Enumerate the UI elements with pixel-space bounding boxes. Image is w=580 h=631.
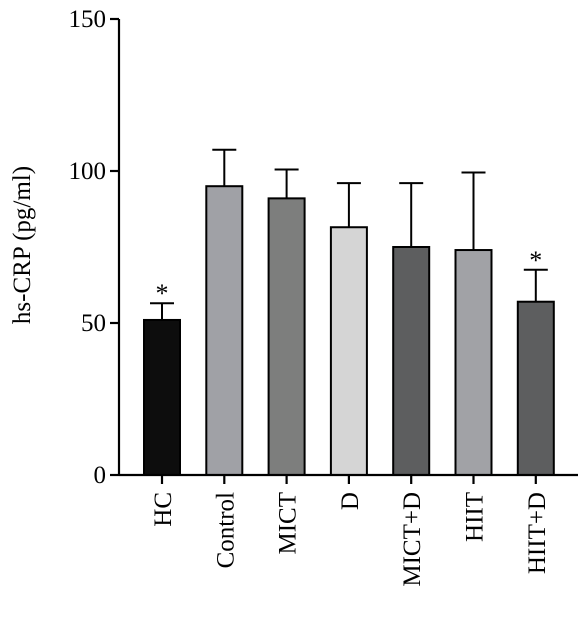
significance-marker-hc: * xyxy=(156,279,169,308)
significance-marker-hiit-d: * xyxy=(529,246,542,275)
significance-markers: ** xyxy=(156,246,543,308)
x-tick-label-mict-d: MICT+D xyxy=(399,492,426,587)
y-axis-title: hs-CRP (pg/ml) xyxy=(9,166,36,324)
bar-mict xyxy=(267,197,306,477)
y-tick-label-0: 0 xyxy=(94,462,107,489)
bar-hiit-d xyxy=(516,300,555,476)
bar-hc xyxy=(143,318,181,476)
error-bars xyxy=(150,148,548,320)
x-tick-label-hiit: HIIT xyxy=(462,492,489,542)
x-tick-label-d: D xyxy=(337,492,364,510)
bar-control xyxy=(205,185,244,476)
y-tick-label-150: 150 xyxy=(69,6,107,33)
bar-hiit xyxy=(454,249,493,476)
bar-mict-d xyxy=(392,246,431,476)
bar-d xyxy=(329,226,368,476)
x-axis: HC Control MICT D MICT+D HIIT HIIT+D xyxy=(119,473,578,587)
x-tick-label-hiit-d: HIIT+D xyxy=(524,492,551,574)
y-tick-label-100: 100 xyxy=(69,158,107,185)
x-tick-label-control: Control xyxy=(212,492,239,568)
bars xyxy=(143,185,555,477)
y-tick-label-50: 50 xyxy=(81,310,106,337)
y-axis: 0 50 100 150 xyxy=(69,6,121,489)
x-tick-label-hc: HC xyxy=(150,492,177,527)
x-tick-label-mict: MICT xyxy=(275,492,302,555)
